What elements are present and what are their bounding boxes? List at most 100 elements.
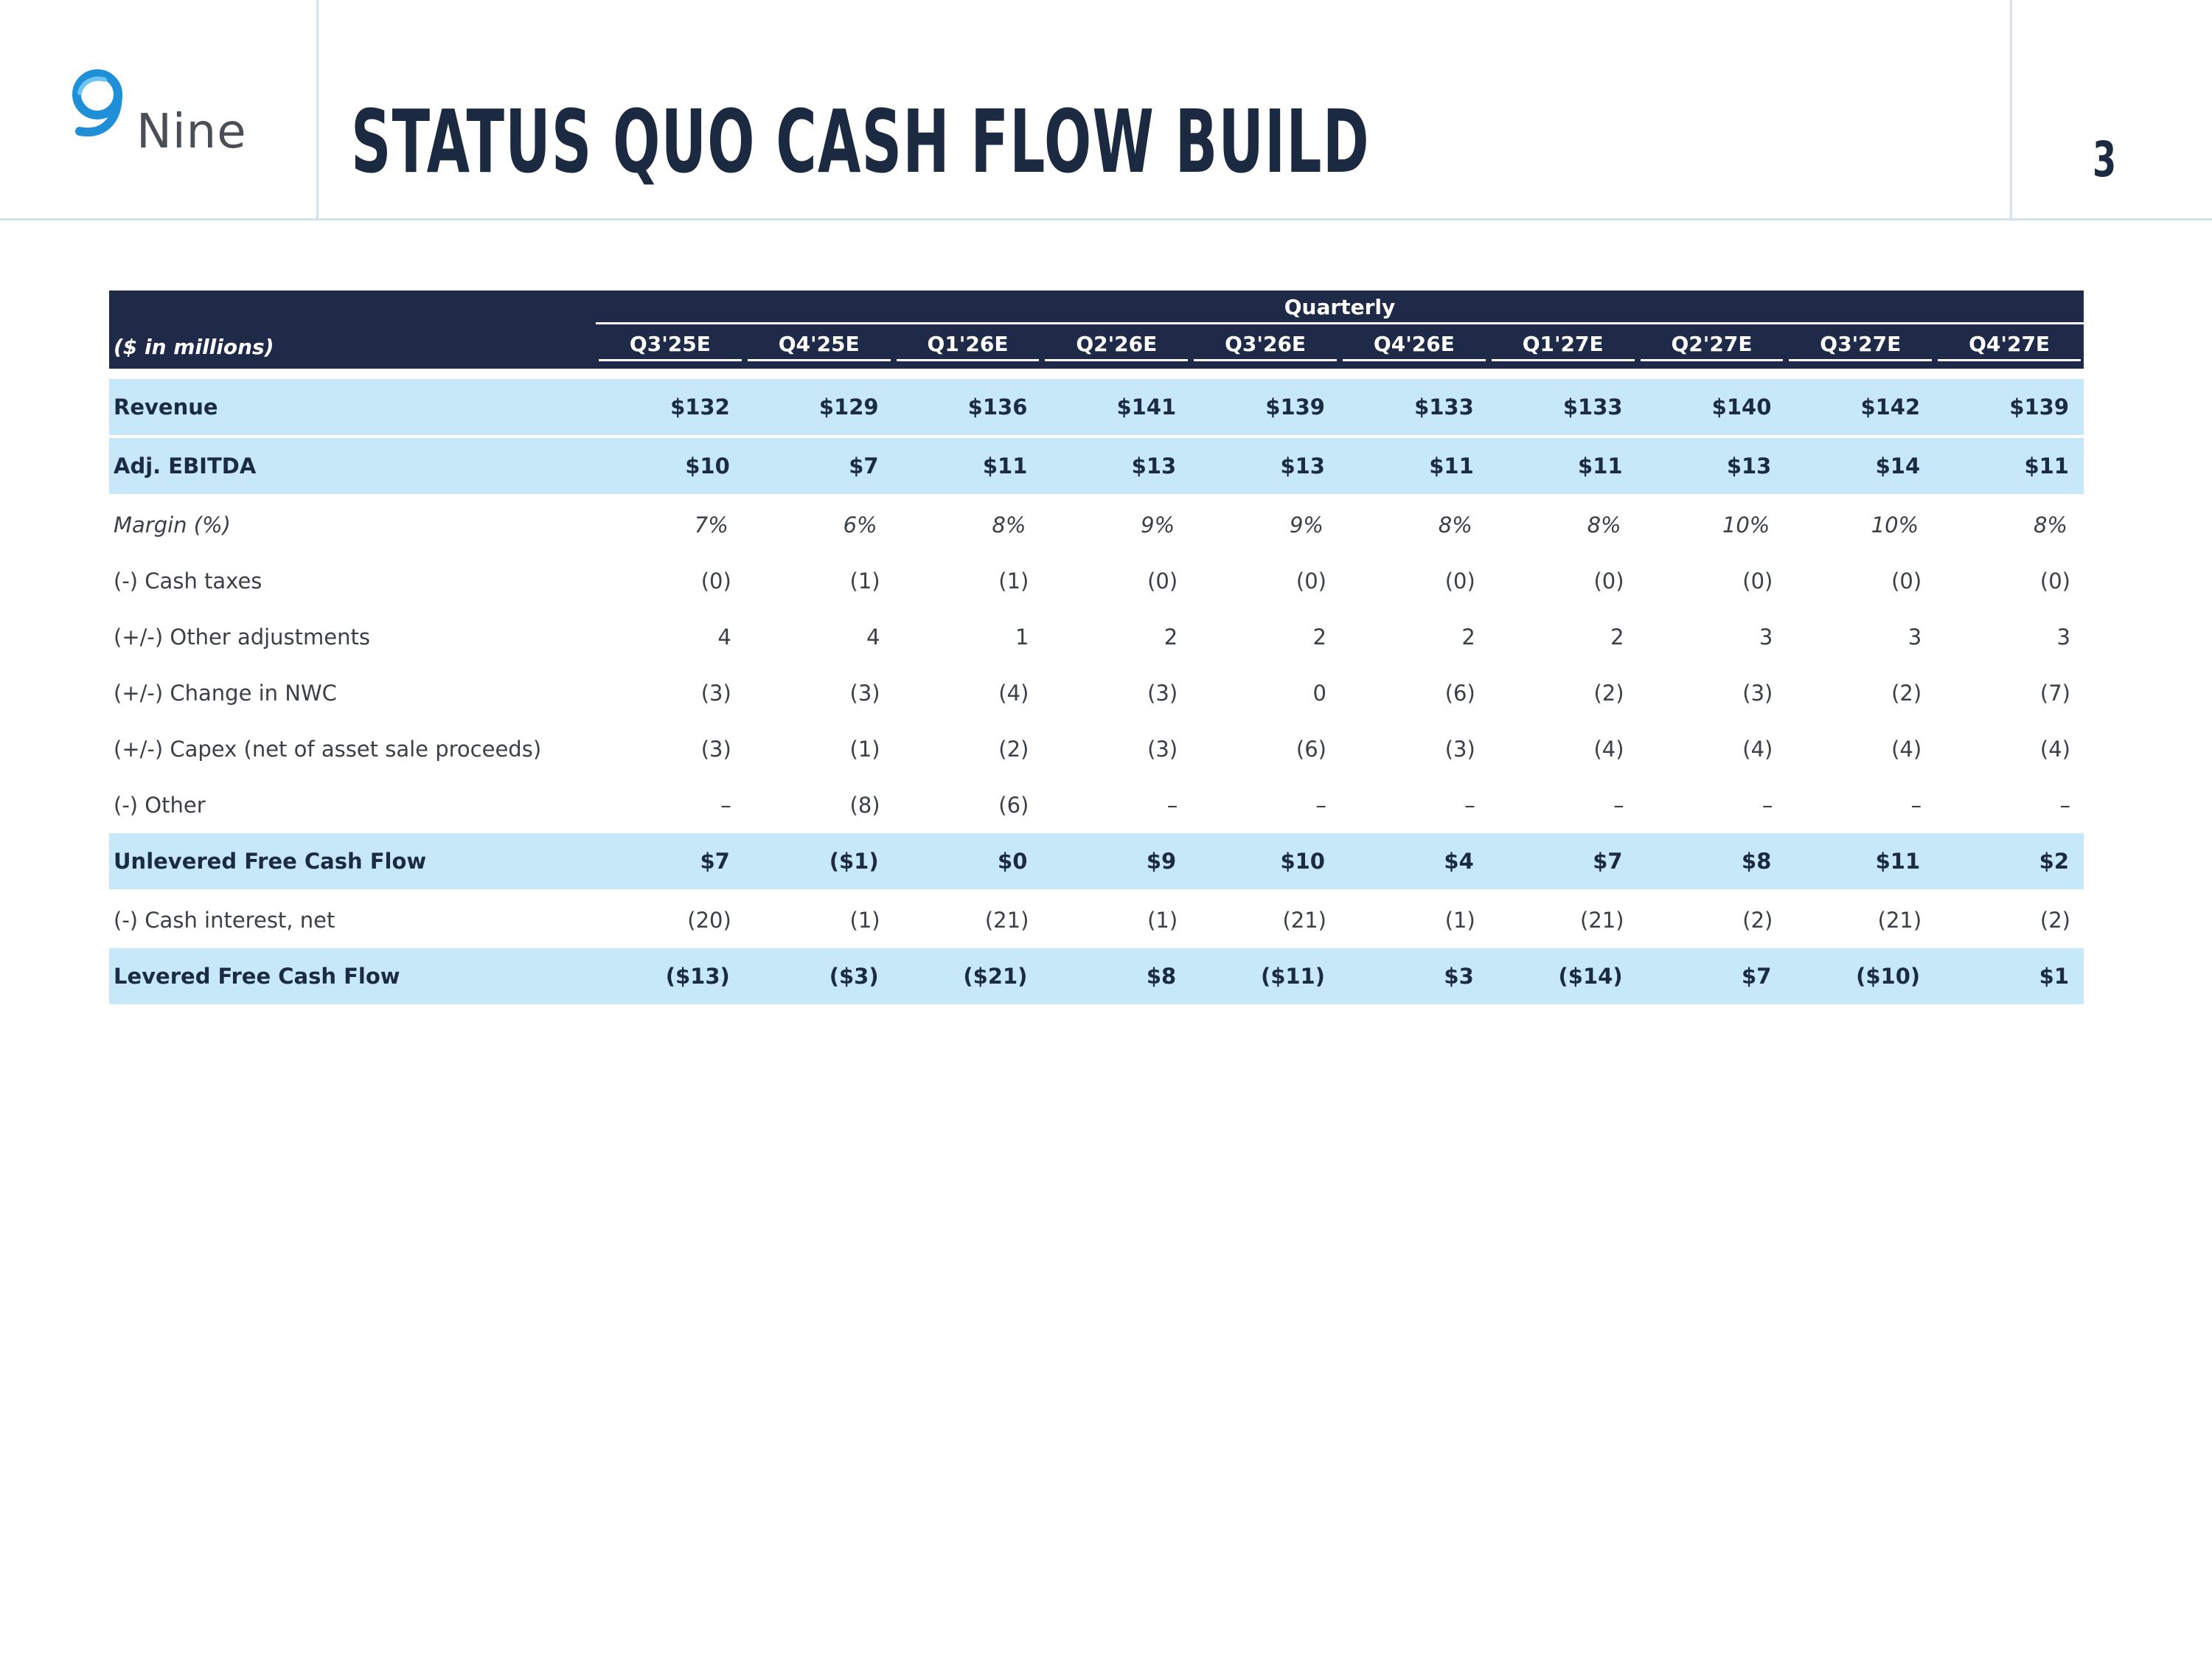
table-cell: $7 [1488, 833, 1638, 892]
table-cell: ($14) [1488, 948, 1638, 1007]
table-cell: $139 [1191, 379, 1340, 438]
table-cell: – [1315, 793, 1326, 818]
table-cell: $14 [1786, 437, 1935, 497]
table-cell: 9% [1141, 512, 1175, 538]
table-cell: $11 [893, 437, 1043, 497]
quarterly-group-header: Quarterly [596, 291, 2084, 324]
table-cell: $133 [1488, 379, 1638, 438]
row-label: (-) Cash interest, net [114, 908, 335, 933]
table-cell: 8% [1438, 512, 1472, 538]
table-cell: (1) [849, 737, 880, 762]
period-header: Q1'27E [1488, 324, 1638, 369]
header-spacer [109, 369, 2084, 379]
table-cell: $4 [1339, 833, 1489, 892]
table-cell: $136 [893, 379, 1043, 438]
table-cell: (1) [849, 568, 880, 594]
table-cell: (0) [1295, 568, 1326, 594]
table-cell: ($13) [596, 948, 745, 1007]
table-cell: 3 [2056, 625, 2070, 650]
table-cell: ($21) [893, 948, 1043, 1007]
table-cell: (0) [1444, 568, 1475, 594]
table-cell: $142 [1786, 379, 1935, 438]
period-label: Q4'25E [747, 332, 891, 361]
page-number: 3 [2093, 131, 2117, 188]
row-label: (+/-) Capex (net of asset sale proceeds) [114, 737, 542, 762]
table-cell: 3 [1759, 625, 1773, 650]
table-cell: (20) [687, 908, 731, 933]
table-cell: 10% [1871, 512, 1919, 538]
table-row: (-) Cash taxes (0) (1) (1) (0) (0) (0) (0) (0) (0… [109, 553, 2084, 609]
brand-logo: Nine [58, 63, 264, 167]
table-cell: 2 [1461, 625, 1475, 650]
table-cell: $141 [1042, 379, 1192, 438]
table-row: Margin (%) 7% 6% 8% 9% 9% 8% 8% 10% 10% 8% [109, 495, 2084, 553]
table-cell: 1 [1015, 625, 1029, 650]
table-cell: 4 [866, 625, 880, 650]
row-label: (+/-) Other adjustments [114, 625, 370, 650]
period-header: Q4'27E [1935, 324, 2084, 369]
table-cell: – [1761, 793, 1773, 818]
table-cell: $7 [1637, 948, 1787, 1007]
table-cell: (21) [984, 908, 1029, 933]
row-label: (-) Other [114, 793, 206, 818]
header-blank-cell [109, 291, 596, 324]
table-cell: (3) [1147, 681, 1178, 706]
period-header: Q2'27E [1637, 324, 1787, 369]
period-header: Q4'25E [744, 324, 894, 369]
table-row: Revenue $132 $129 $136 $141 $139 $133 $133 $140 $… [109, 379, 2084, 438]
table-cell: (21) [1877, 908, 1922, 933]
table-cell: $132 [596, 379, 745, 438]
table-cell: 7% [694, 512, 728, 538]
logo-divider [316, 0, 319, 220]
table-cell: – [1464, 793, 1475, 818]
quarterly-label: Quarterly [596, 295, 2084, 324]
table-cell: $11 [1786, 833, 1935, 892]
table-cell: (8) [849, 793, 880, 818]
table-cell: (2) [2039, 908, 2070, 933]
table-cell: (2) [1593, 681, 1624, 706]
table-cell: (3) [700, 737, 731, 762]
table-cell: $8 [1042, 948, 1192, 1007]
table-row: Levered Free Cash Flow ($13) ($3) ($21) $8 ($… [109, 948, 2084, 1007]
period-label: Q3'25E [599, 332, 742, 361]
table-cell: $3 [1339, 948, 1489, 1007]
table-cell: (2) [1891, 681, 1922, 706]
row-label: Levered Free Cash Flow [109, 948, 596, 1007]
period-header: Q1'26E [893, 324, 1043, 369]
table-row: (-) Cash interest, net (20) (1) (21) (1) (21)… [109, 891, 2084, 948]
table-cell: $10 [596, 437, 745, 497]
header-divider [0, 218, 2212, 220]
table-cell: (3) [849, 681, 880, 706]
logo-wordmark: Nine [136, 105, 247, 159]
table-cell: 6% [843, 512, 877, 538]
table-cell: (21) [1580, 908, 1624, 933]
table-cell: $11 [1339, 437, 1489, 497]
table-cell: 10% [1722, 512, 1770, 538]
row-label: (+/-) Change in NWC [114, 681, 337, 706]
table-cell: $129 [744, 379, 894, 438]
period-label: Q3'27E [1789, 332, 1933, 361]
table-period-header-row: ($ in millions) Q3'25E Q4'25E Q1'26E Q2'26E… [109, 324, 2084, 369]
table-cell: $140 [1637, 379, 1787, 438]
table-cell: 0 [1312, 681, 1326, 706]
table-cell: (4) [998, 681, 1029, 706]
cash-flow-table: Quarterly ($ in millions) Q3'25E Q4'25E Q1… [109, 291, 2084, 1007]
table-cell: (4) [1742, 737, 1773, 762]
table-cell: ($1) [744, 833, 894, 892]
table-cell: (1) [998, 568, 1029, 594]
period-header: Q3'26E [1191, 324, 1340, 369]
row-label: Margin (%) [114, 512, 231, 538]
period-label: Q3'26E [1194, 332, 1337, 361]
table-cell: $8 [1637, 833, 1787, 892]
table-cell: – [720, 793, 731, 818]
table-cell: (1) [1147, 908, 1178, 933]
table-cell: 8% [2033, 512, 2067, 538]
table-cell: $11 [1935, 437, 2084, 497]
table-cell: ($11) [1191, 948, 1340, 1007]
table-cell: (3) [1742, 681, 1773, 706]
table-cell: $139 [1935, 379, 2084, 438]
page-number-divider [2010, 0, 2012, 220]
period-label: Q2'27E [1640, 332, 1784, 361]
table-cell: (3) [1444, 737, 1475, 762]
table-cell: (0) [1891, 568, 1922, 594]
